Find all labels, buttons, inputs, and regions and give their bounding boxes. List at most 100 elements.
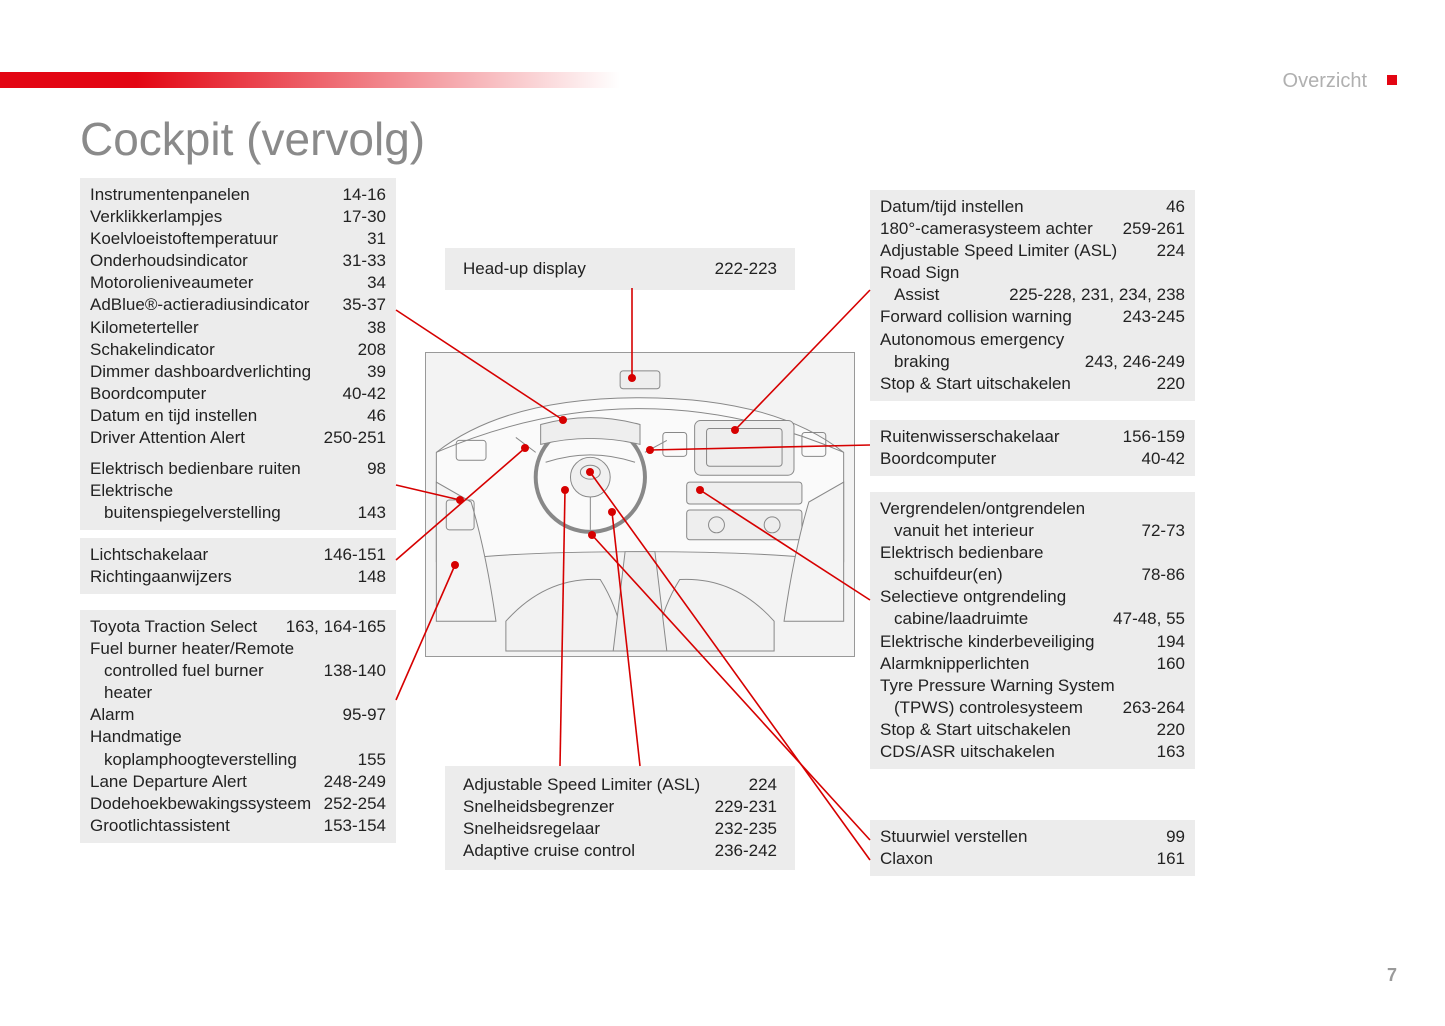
index-row: Head-up display222-223 (463, 258, 777, 280)
index-label: Selectieve ontgrendeling (880, 586, 1185, 608)
index-label: Claxon (880, 848, 1157, 870)
index-page: 232-235 (715, 818, 777, 840)
index-label: Snelheidsregelaar (463, 818, 715, 840)
index-page: 250-251 (324, 427, 386, 449)
index-row: Koelvloeistoftemperatuur31 (90, 228, 386, 250)
section-label: Overzicht (1283, 70, 1367, 93)
left-box-3: Lichtschakelaar146-151Richtingaanwijzers… (80, 538, 396, 594)
index-label: Grootlichtassistent (90, 815, 324, 837)
index-label: Koelvloeistoftemperatuur (90, 228, 367, 250)
index-row: Ruitenwisserschakelaar156-159 (880, 426, 1185, 448)
index-row: cabine/laadruimte47-48, 55 (880, 608, 1185, 630)
index-page: 72-73 (1142, 520, 1185, 542)
index-page: 153-154 (324, 815, 386, 837)
right-box-2: Ruitenwisserschakelaar156-159Boordcomput… (870, 420, 1195, 476)
index-page: 34 (367, 272, 386, 294)
index-label: Kilometerteller (90, 317, 367, 339)
index-row: Dimmer dashboardverlichting39 (90, 361, 386, 383)
index-row: Motorolieniveaumeter34 (90, 272, 386, 294)
page-number: 7 (1387, 965, 1397, 986)
index-label: Alarmknipperlichten (880, 653, 1157, 675)
index-page: 40-42 (343, 383, 386, 405)
index-page: 148 (358, 566, 386, 588)
index-row: Selectieve ontgrendeling (880, 586, 1185, 608)
index-label: Verklikkerlampjes (90, 206, 343, 228)
index-label: CDS/ASR uitschakelen (880, 741, 1157, 763)
index-row: vanuit het interieur72-73 (880, 520, 1185, 542)
center-box-bottom: Adjustable Speed Limiter (ASL)224 Snelhei… (445, 766, 795, 870)
index-page: 243, 246-249 (1085, 351, 1185, 373)
index-row: Stop & Start uitschakelen220 (880, 719, 1185, 741)
index-row: braking243, 246-249 (880, 351, 1185, 373)
index-label: Adaptive cruise control (463, 840, 715, 862)
index-label: Boordcomputer (90, 383, 343, 405)
index-label: Handmatige (90, 726, 386, 748)
index-page: 143 (358, 502, 386, 524)
index-row: Lichtschakelaar146-151 (90, 544, 386, 566)
index-label: braking (880, 351, 1085, 373)
index-row: Onderhoudsindicator31-33 (90, 250, 386, 272)
index-row: Elektrische kinderbeveiliging194 (880, 631, 1185, 653)
index-label: Lichtschakelaar (90, 544, 324, 566)
index-row: Snelheidsregelaar232-235 (463, 818, 777, 840)
index-row: Grootlichtassistent153-154 (90, 815, 386, 837)
right-box-4: Stuurwiel verstellen99Claxon161 (870, 820, 1195, 876)
index-row: Schakelindicator208 (90, 339, 386, 361)
index-label: Datum en tijd instellen (90, 405, 367, 427)
header-accent-bar (0, 72, 620, 88)
index-row: Stuurwiel verstellen99 (880, 826, 1185, 848)
index-label: Tyre Pressure Warning System (880, 675, 1185, 697)
index-label: Dimmer dashboardverlichting (90, 361, 367, 383)
index-label: Stuurwiel verstellen (880, 826, 1166, 848)
index-label: (TPWS) controlesysteem (880, 697, 1123, 719)
index-page: 31-33 (343, 250, 386, 272)
index-row: Fuel burner heater/Remote (90, 638, 386, 660)
index-page: 156-159 (1123, 426, 1185, 448)
index-row: Boordcomputer40-42 (880, 448, 1185, 470)
index-label: Elektrische kinderbeveiliging (880, 631, 1157, 653)
page-title: Cockpit (vervolg) (80, 112, 425, 166)
index-label: Alarm (90, 704, 343, 726)
index-label: schuifdeur(en) (880, 564, 1142, 586)
index-page: 263-264 (1123, 697, 1185, 719)
index-row: Adjustable Speed Limiter (ASL)224 (880, 240, 1185, 262)
index-page: 40-42 (1142, 448, 1185, 470)
index-page: 38 (367, 317, 386, 339)
index-label: Fuel burner heater/Remote (90, 638, 386, 660)
index-page: 259-261 (1123, 218, 1185, 240)
index-page: 14-16 (343, 184, 386, 206)
index-label: Toyota Traction Select (90, 616, 286, 638)
index-page: 220 (1157, 373, 1185, 395)
left-box-2: Elektrisch bedienbare ruiten98Elektrisch… (80, 452, 396, 530)
index-row: Adaptive cruise control236-242 (463, 840, 777, 862)
index-row: Boordcomputer40-42 (90, 383, 386, 405)
index-label: AdBlue®-actieradiusindicator (90, 294, 343, 316)
index-label: controlled fuel burner heater (90, 660, 324, 704)
index-label: koplamphoogteverstelling (90, 749, 358, 771)
index-row: Claxon161 (880, 848, 1185, 870)
index-row: Elektrisch bedienbare (880, 542, 1185, 564)
index-label: Forward collision warning (880, 306, 1123, 328)
index-row: Elektrische (90, 480, 386, 502)
index-row: Instrumentenpanelen14-16 (90, 184, 386, 206)
index-row: (TPWS) controlesysteem263-264 (880, 697, 1185, 719)
index-label: Elektrisch bedienbare (880, 542, 1185, 564)
index-label: Ruitenwisserschakelaar (880, 426, 1123, 448)
index-label: Boordcomputer (880, 448, 1142, 470)
index-label: Head-up display (463, 258, 715, 280)
index-row: Assist225-228, 231, 234, 238 (880, 284, 1185, 306)
index-page: 225-228, 231, 234, 238 (1009, 284, 1185, 306)
index-row: Adjustable Speed Limiter (ASL)224 (463, 774, 777, 796)
index-row: Toyota Traction Select163, 164-165 (90, 616, 386, 638)
index-row: Lane Departure Alert248-249 (90, 771, 386, 793)
index-row: Dodehoekbewakingssysteem252-254 (90, 793, 386, 815)
index-row: AdBlue®-actieradiusindicator35-37 (90, 294, 386, 316)
index-label: Elektrische (90, 480, 386, 502)
index-page: 236-242 (715, 840, 777, 862)
index-row: Tyre Pressure Warning System (880, 675, 1185, 697)
index-page: 47-48, 55 (1113, 608, 1185, 630)
index-label: Adjustable Speed Limiter (ASL) (880, 240, 1157, 262)
index-label: Schakelindicator (90, 339, 358, 361)
index-label: Driver Attention Alert (90, 427, 324, 449)
index-page: 161 (1157, 848, 1185, 870)
